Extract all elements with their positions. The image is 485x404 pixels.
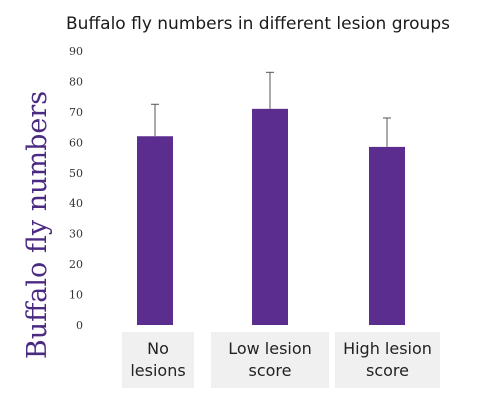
x-category-label: score	[249, 361, 292, 380]
bars	[137, 108, 405, 325]
bar	[137, 136, 173, 325]
x-category-label: No	[147, 339, 169, 358]
y-tick-label: 80	[69, 75, 83, 88]
error-bar	[383, 117, 391, 147]
x-axis-categories: No lesions Low lesion score High lesion score	[122, 332, 440, 388]
y-tick-label: 60	[69, 136, 83, 149]
x-category-label: Low lesion	[228, 339, 312, 358]
y-axis: 0 10 20 30 40 50 60 70 80 90	[69, 45, 83, 332]
x-category-box	[335, 332, 440, 388]
y-tick-label: 30	[69, 228, 83, 241]
y-tick-label: 90	[69, 45, 83, 58]
bar	[369, 146, 405, 325]
x-category: High lesion score	[335, 332, 440, 388]
chart-title: Buffalo fly numbers in different lesion …	[66, 14, 450, 34]
y-axis-label: Buffalo fly numbers	[22, 91, 53, 359]
y-tick-label: 0	[76, 319, 83, 332]
x-category-label: High lesion	[343, 339, 432, 358]
y-tick-label: 10	[69, 289, 83, 302]
y-tick-label: 20	[69, 258, 83, 271]
x-category: No lesions	[122, 332, 194, 388]
x-category-label: lesions	[130, 361, 185, 380]
error-bar	[266, 71, 274, 109]
y-tick-label: 50	[69, 167, 83, 180]
x-category: Low lesion score	[211, 332, 329, 388]
x-category-box	[211, 332, 329, 388]
bar	[252, 108, 288, 325]
x-category-label: score	[366, 361, 409, 380]
y-tick-label: 40	[69, 197, 83, 210]
y-tick-label: 70	[69, 106, 83, 119]
error-bars	[151, 71, 391, 147]
error-bar	[151, 103, 159, 137]
x-category-box	[122, 332, 194, 388]
